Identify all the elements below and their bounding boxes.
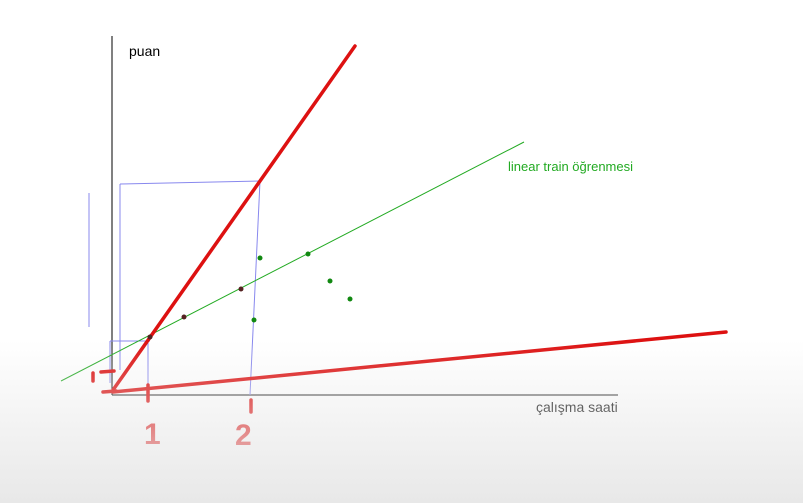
origin-dashes — [91, 369, 253, 414]
dash-mark — [101, 389, 118, 394]
dark-point — [181, 314, 187, 320]
green-point — [257, 255, 263, 261]
guide-line — [119, 180, 261, 185]
green-point — [251, 317, 257, 323]
dash-mark — [99, 369, 116, 374]
dark-point — [238, 286, 244, 292]
handwritten-tick-1: 1 — [144, 418, 161, 451]
red-shallow-line — [111, 330, 728, 394]
guide-line — [249, 180, 261, 396]
green-point — [305, 251, 311, 257]
green-point — [327, 278, 333, 284]
green-line-label: linear train öğrenmesi — [508, 159, 633, 174]
green-point — [347, 296, 353, 302]
dark-point — [147, 334, 153, 340]
handwritten-tick-2: 2 — [235, 419, 252, 452]
points-layer — [147, 251, 353, 340]
green-fit-line — [60, 141, 525, 382]
y-axis-label: puan — [129, 43, 160, 59]
red-steep-line — [111, 44, 357, 392]
guide-lines — [88, 180, 261, 396]
x-axis-label: çalışma saati — [536, 399, 618, 415]
